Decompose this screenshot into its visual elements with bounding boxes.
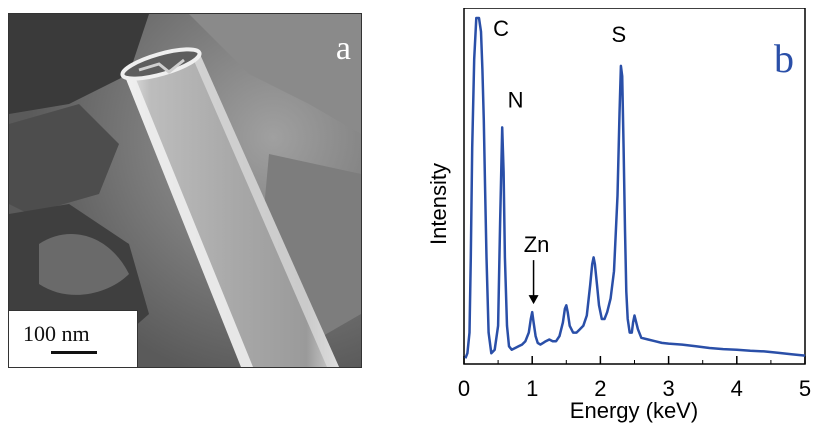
x-tick-label: 4	[731, 376, 743, 401]
peak-label-c: C	[493, 16, 509, 41]
x-tick-label: 1	[526, 376, 538, 401]
scale-bar-label: 100 nm	[23, 321, 90, 346]
spectrum-line	[464, 16, 806, 359]
peak-label-zn: Zn	[524, 232, 550, 257]
panel-b-label: b	[774, 36, 794, 81]
eds-spectrum-panel: 0 1 2 3 4 5 C N Zn S Energy (keV) Intensity b	[420, 7, 816, 426]
panel-a-label: a	[335, 30, 351, 67]
scale-bar-box: 100 nm	[9, 310, 138, 367]
x-tick-label: 2	[594, 376, 606, 401]
sem-micrograph	[9, 14, 361, 367]
x-tick-label: 3	[662, 376, 674, 401]
peak-label-s: S	[612, 22, 627, 47]
y-axis-label: Intensity	[426, 163, 451, 245]
x-tick-label: 5	[799, 376, 811, 401]
sem-image-panel: a 100 nm	[8, 13, 362, 368]
plot-frame	[463, 7, 806, 365]
eds-spectrum-chart: 0 1 2 3 4 5 C N Zn S Energy (keV) Intensity b	[426, 7, 811, 423]
peak-label-n: N	[508, 87, 524, 112]
scale-bar-line	[51, 351, 97, 354]
x-tick-label: 0	[458, 376, 470, 401]
x-axis-label: Energy (keV)	[570, 398, 698, 423]
zn-arrow-head	[528, 295, 539, 305]
